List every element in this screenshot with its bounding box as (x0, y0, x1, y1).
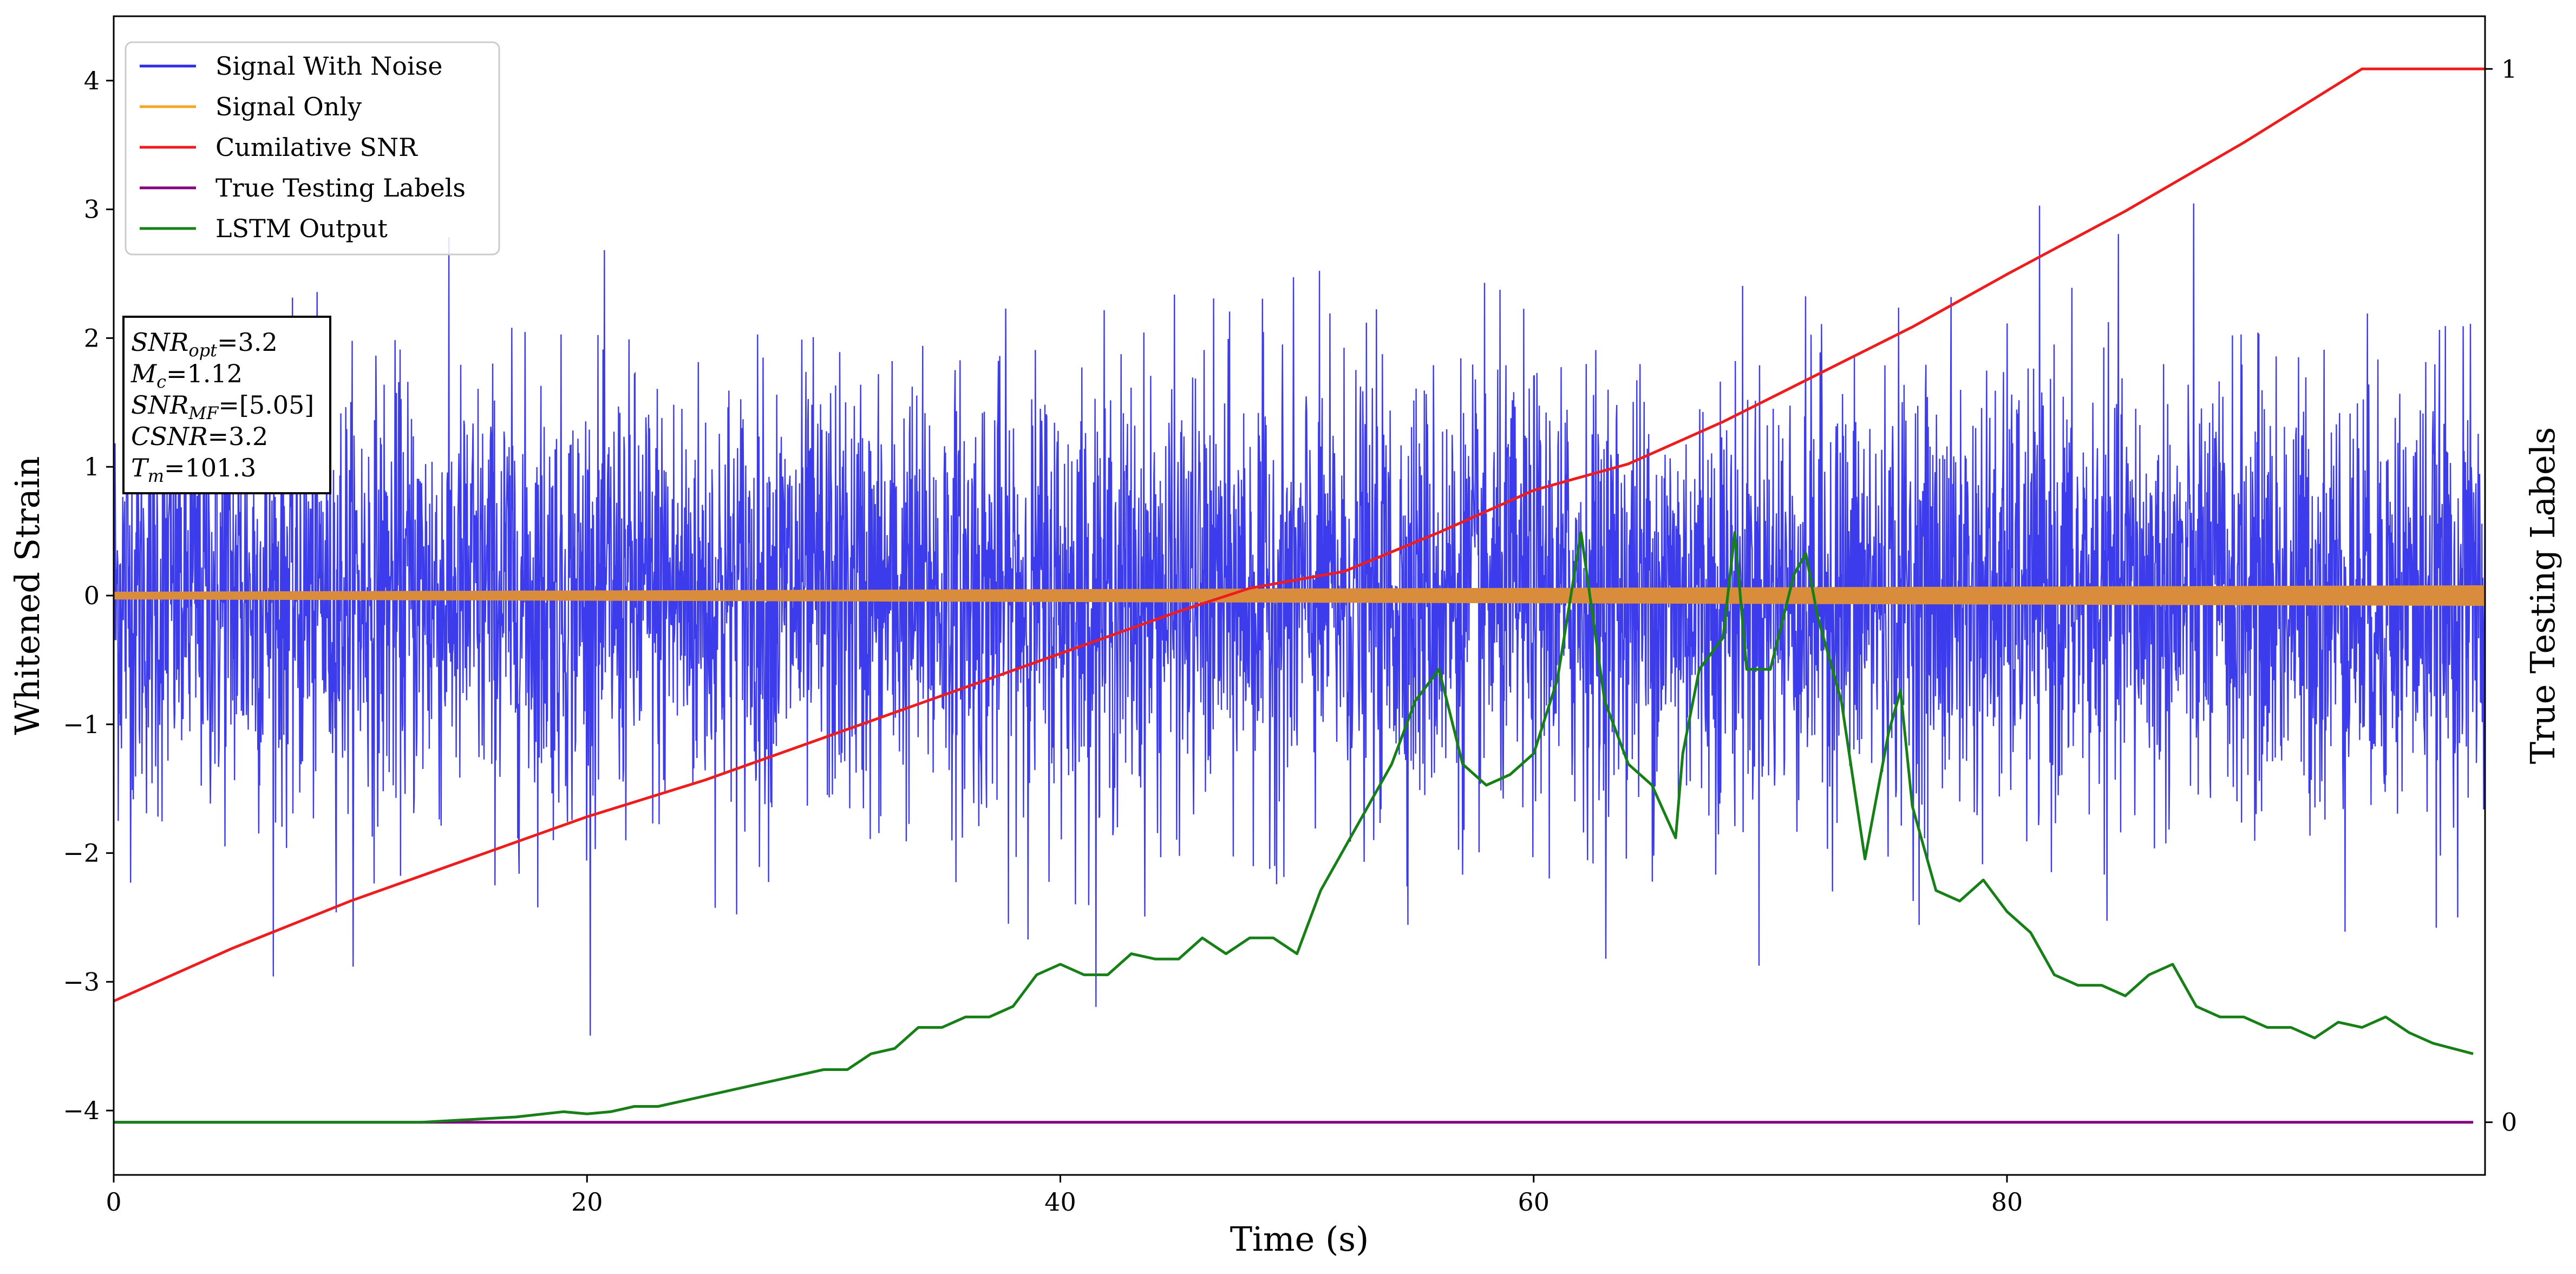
info-line: Mc=1.12 (130, 359, 243, 392)
legend: Signal With Noise Signal Only Cumilative… (125, 41, 500, 256)
y2-axis-title: True Testing Labels (2523, 427, 2562, 765)
y-tick-label: −2 (63, 839, 100, 868)
info-box: SNRopt=3.2Mc=1.12SNRMF=[5.05]CSNR=3.2Tm=… (122, 316, 331, 494)
series-layer (114, 67, 2485, 1124)
series-cumulative-snr (114, 67, 2485, 1003)
y-tick-label: −1 (63, 710, 100, 739)
y-tick-label: 4 (84, 66, 100, 95)
y2-axis-ticks: 01 (2485, 54, 2517, 1137)
y2-tick-label: 1 (2501, 54, 2517, 83)
legend-label-signal-with-noise: Signal With Noise (215, 51, 442, 81)
legend-label-lstm-output: LSTM Output (215, 214, 388, 243)
legend-label-cumulative-snr: Cumilative SNR (215, 133, 418, 162)
y-tick-label: 1 (84, 452, 100, 481)
y-tick-label: 3 (84, 195, 100, 224)
info-box-frame (122, 316, 331, 494)
y-axis-title: Whitened Strain (8, 456, 47, 735)
x-axis-ticks: 0 20 40 60 80 (106, 1175, 2023, 1217)
y-tick-label: 2 (84, 323, 100, 352)
y-tick-label: 0 (84, 581, 100, 610)
x-tick-label: 40 (1044, 1187, 1076, 1217)
legend-label-true-testing-labels: True Testing Labels (215, 173, 466, 202)
y2-tick-label: 0 (2501, 1108, 2517, 1137)
info-line: SNRopt=3.2 (131, 328, 278, 361)
series-signal-with-noise (114, 203, 2485, 1036)
y-axis-ticks: −4 −3 −2 −1 0 1 2 3 4 (63, 66, 114, 1125)
x-tick-label: 80 (1991, 1187, 2023, 1217)
y-tick-label: −4 (63, 1096, 100, 1125)
x-tick-label: 60 (1518, 1187, 1549, 1217)
legend-frame (125, 41, 500, 256)
series-lstm-output (114, 531, 2474, 1124)
info-line: SNRMF=[5.05] (131, 390, 314, 423)
y-tick-label: −3 (63, 967, 100, 996)
x-tick-label: 20 (571, 1187, 603, 1217)
info-line: Tm=101.3 (131, 453, 256, 486)
info-line: CSNR=3.2 (131, 422, 268, 451)
x-tick-label: 0 (106, 1187, 121, 1217)
x-axis-title: Time (s) (1230, 1219, 1369, 1259)
info-box-lines: SNRopt=3.2Mc=1.12SNRMF=[5.05]CSNR=3.2Tm=… (130, 328, 314, 486)
legend-label-signal-only: Signal Only (215, 92, 362, 121)
series-signal-only (114, 585, 2485, 606)
